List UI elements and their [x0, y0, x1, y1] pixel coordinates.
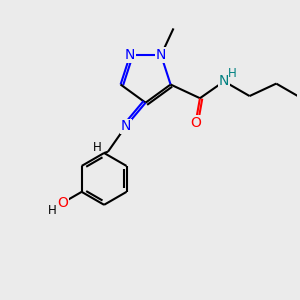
- Text: O: O: [190, 116, 201, 130]
- Text: N: N: [219, 74, 229, 88]
- Text: N: N: [121, 119, 131, 134]
- Text: H: H: [48, 204, 57, 217]
- Text: O: O: [57, 196, 68, 210]
- Text: H: H: [228, 67, 237, 80]
- Text: H: H: [93, 141, 102, 154]
- Text: N: N: [156, 48, 166, 62]
- Text: N: N: [125, 48, 135, 62]
